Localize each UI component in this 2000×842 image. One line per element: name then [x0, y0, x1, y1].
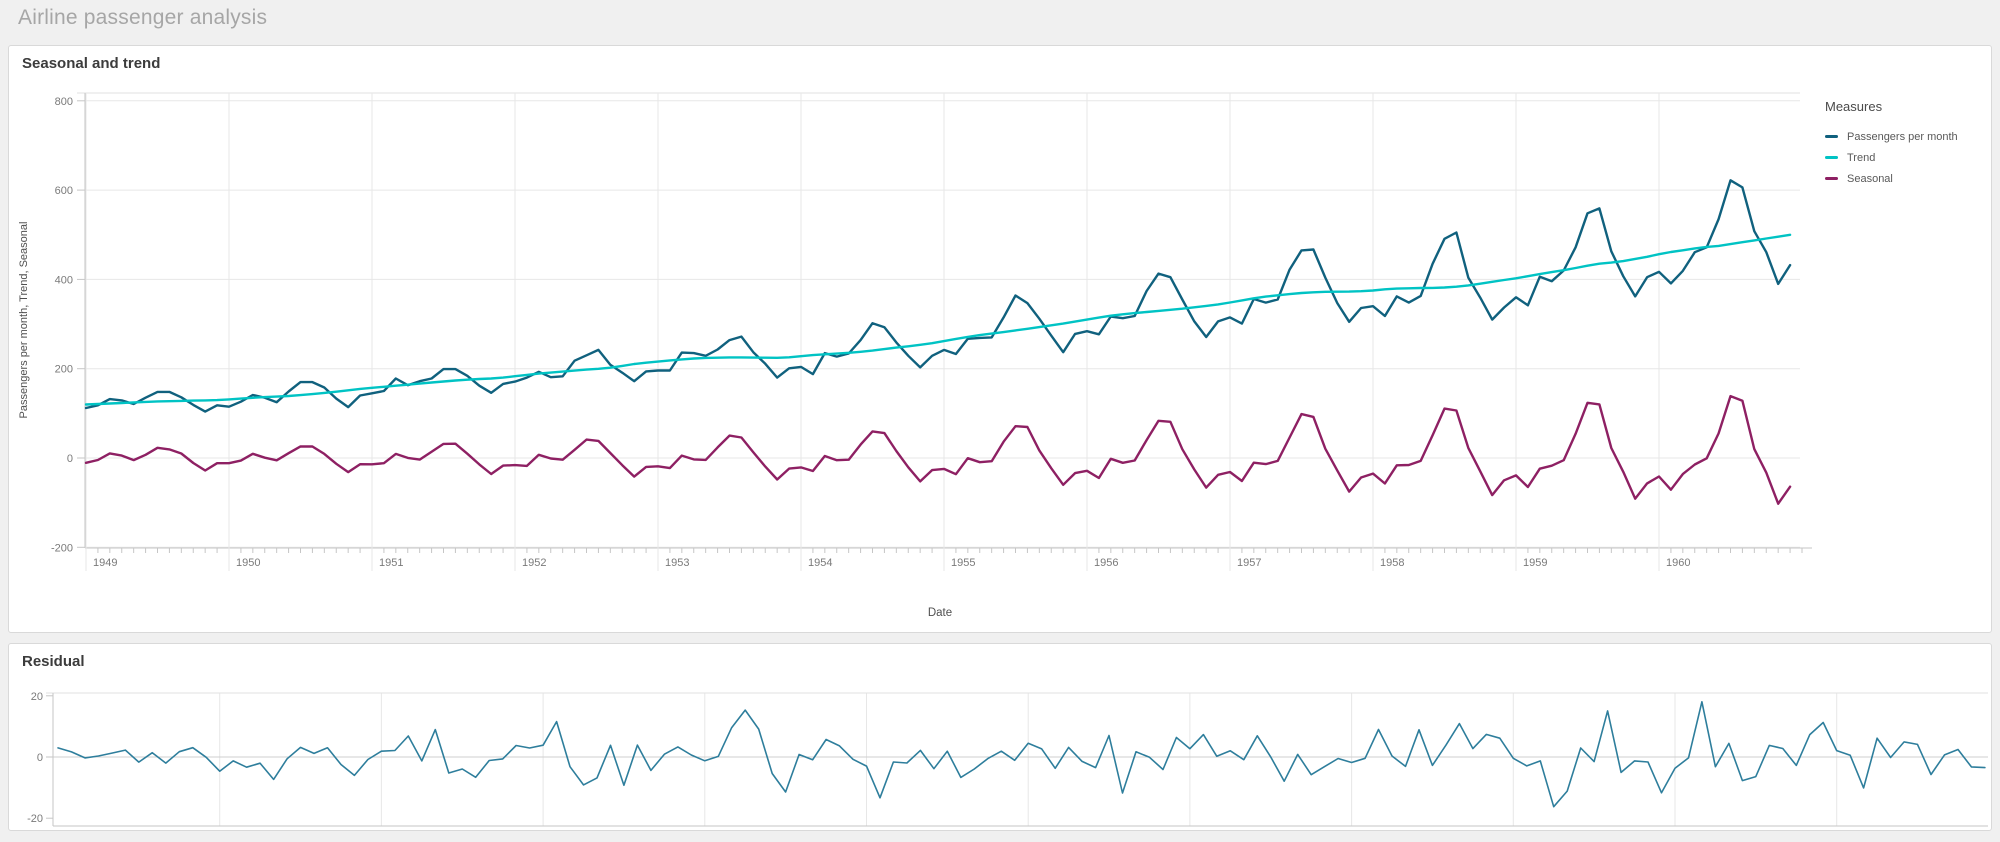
legend-items: Passengers per month Trend Seasonal [1825, 126, 1990, 189]
card-residual: Residual [8, 643, 1992, 831]
legend-item-label: Trend [1847, 151, 1876, 164]
legend-title: Measures [1825, 99, 1883, 114]
legend-swatch-icon [1825, 156, 1838, 159]
legend-item-passengers-per-month[interactable]: Passengers per month [1825, 126, 1990, 147]
legend-item-label: Seasonal [1847, 172, 1893, 185]
residual-chart-title: Residual [22, 653, 85, 670]
legend-item-trend[interactable]: Trend [1825, 147, 1990, 168]
sheet-title: Airline passenger analysis [18, 6, 268, 29]
legend-swatch-icon [1825, 177, 1838, 180]
legend-item-seasonal[interactable]: Seasonal [1825, 168, 1990, 189]
legend: Measures Passengers per month Trend Season… [1825, 99, 1990, 189]
legend-item-label: Passengers per month [1847, 130, 1958, 143]
seasonal-trend-chart-title: Seasonal and trend [22, 55, 161, 72]
card-seasonal-trend: Seasonal and trend [8, 45, 1992, 633]
legend-swatch-icon [1825, 135, 1838, 138]
